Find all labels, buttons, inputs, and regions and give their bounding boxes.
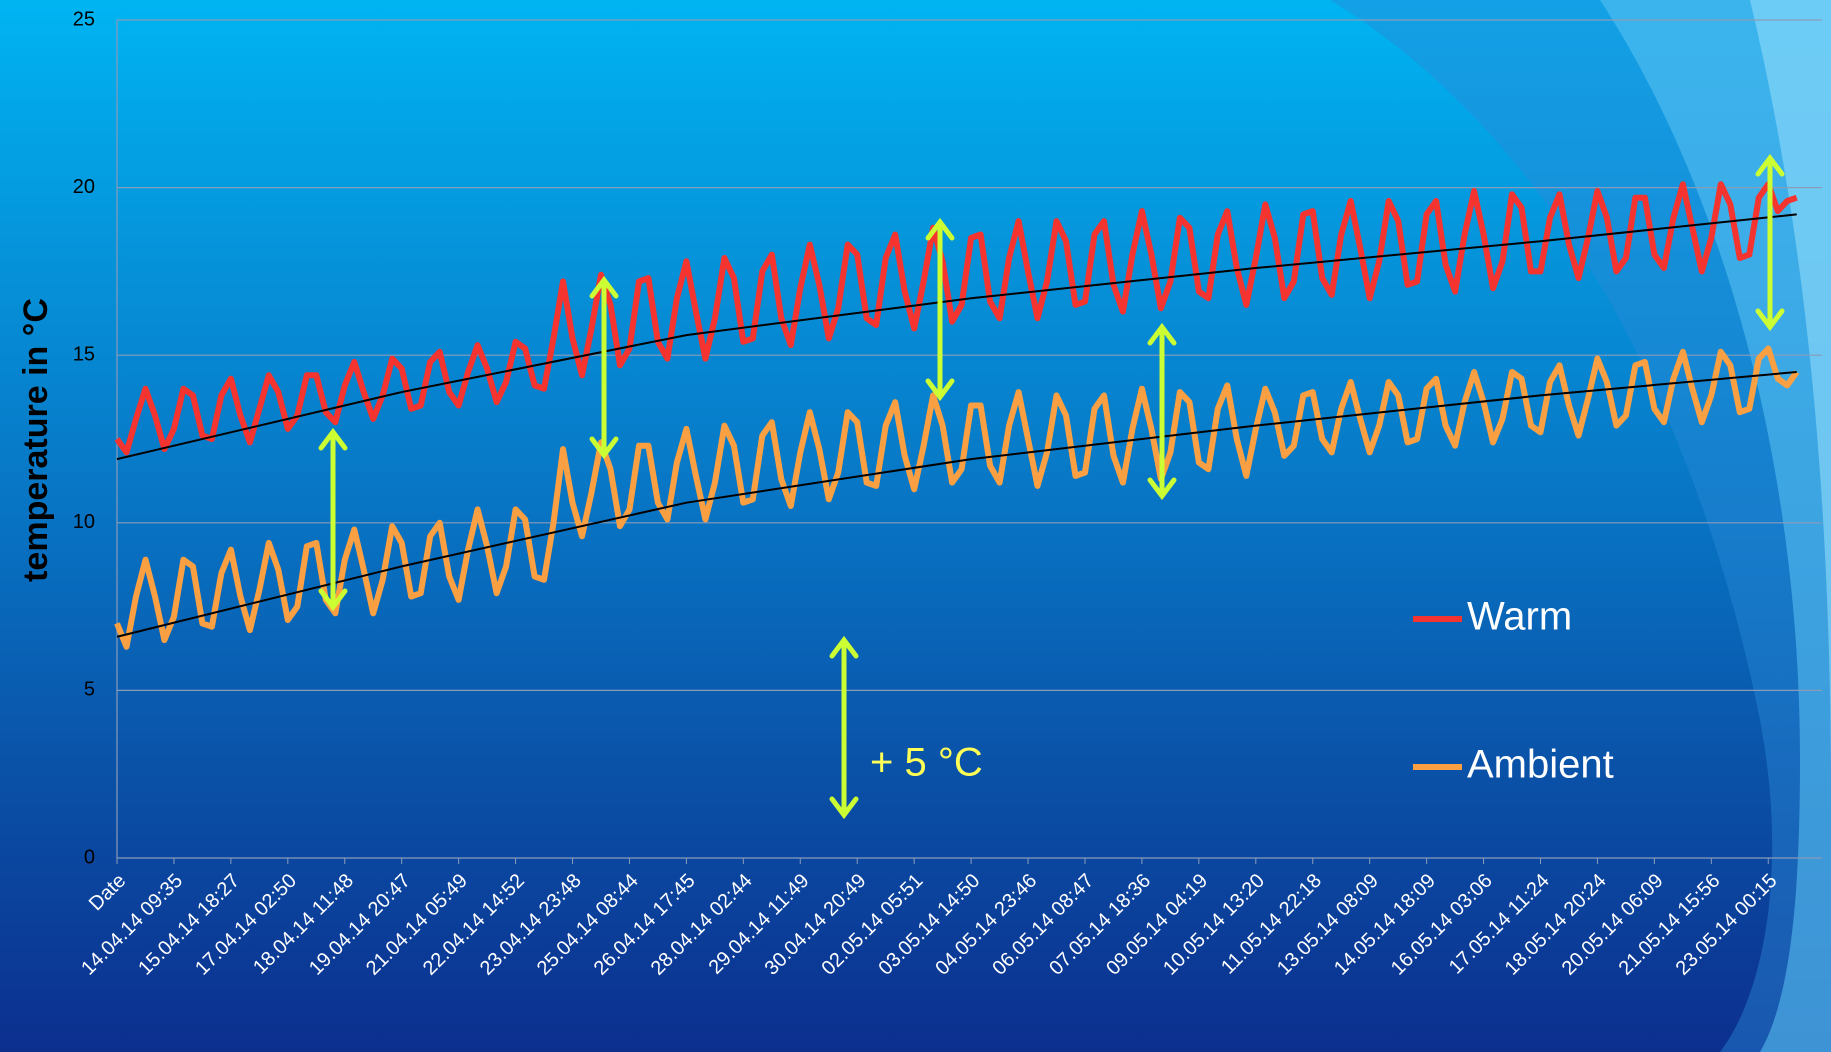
x-tick-label: 03.05.14 14:50: [874, 870, 984, 980]
x-tick-label: 21.05.14 15:56: [1615, 870, 1725, 980]
x-tick-label: 07.05.14 18:36: [1045, 870, 1155, 980]
y-tick-label: 20: [73, 176, 95, 198]
chart: 0 5 10 15 20 25 Date14.04.14 09:3515.04.14 18:…: [0, 0, 1831, 1052]
x-tick-label: 29.04.14 11:49: [705, 870, 814, 979]
x-tick-label: Date: [85, 870, 130, 915]
x-tick-label: 22.04.14 14:52: [419, 870, 529, 980]
y-tick-label: 15: [73, 343, 95, 365]
y-tick-label: 25: [73, 8, 95, 30]
x-tick-label: 28.04.14 02:44: [647, 870, 757, 980]
x-tick-label: 16.05.14 03:06: [1387, 870, 1497, 980]
x-tick-label: 13.05.14 08:09: [1273, 870, 1383, 980]
x-tick-label: 09.05.14 04:19: [1102, 870, 1212, 980]
x-tick-label: 04.05.14 23:46: [931, 870, 1041, 980]
y-tick-label: 5: [84, 679, 95, 701]
annotation: + 5 °C: [870, 741, 983, 785]
y-tick-label: 0: [84, 846, 95, 868]
x-tick-label: 15.04.14 18:27: [134, 870, 244, 980]
x-tick-label: 06.05.14 08:47: [988, 870, 1098, 980]
x-tick-label: 19.04.14 20:47: [305, 870, 415, 980]
x-tick-label: 02.05.14 05:51: [817, 870, 927, 980]
x-tick-label: 25.04.14 08:44: [533, 870, 643, 980]
x-tick-label: 14.05.14 18:09: [1330, 870, 1440, 980]
legend-label: Ambient: [1467, 743, 1614, 787]
x-tick-label: 26.04.14 17:45: [590, 870, 700, 980]
plot: [117, 184, 1797, 647]
x-tick-label: 11.05.14 22:18: [1217, 870, 1326, 979]
y-axis-title: temperature in °C: [17, 298, 55, 582]
x-tick-label: 10.05.14 13:20: [1159, 870, 1269, 980]
arrow: [832, 640, 856, 815]
x-tick-label: 20.05.14 06:09: [1558, 870, 1668, 980]
x-tick-label: 21.04.14 05:49: [362, 870, 472, 980]
x-tick-label: 18.04.14 11:48: [249, 870, 358, 979]
x-tick-label: 17.05.14 11:24: [1445, 870, 1554, 979]
x-tick-label: 23.04.14 23:48: [476, 870, 586, 980]
page: 0 5 10 15 20 25 Date14.04.14 09:3515.04.14 18:…: [0, 0, 1831, 1052]
y-tick-label: 10: [73, 511, 95, 533]
x-tick-label: 18.05.14 20:24: [1501, 870, 1611, 980]
x-tick-label: 17.04.14 02:50: [191, 870, 301, 980]
arrow: [1150, 327, 1174, 496]
x-tick-label: 14.04.14 09:35: [77, 870, 187, 980]
legend-label: Warm: [1467, 595, 1572, 639]
x-tick-label: 30.04.14 20:49: [761, 870, 871, 980]
